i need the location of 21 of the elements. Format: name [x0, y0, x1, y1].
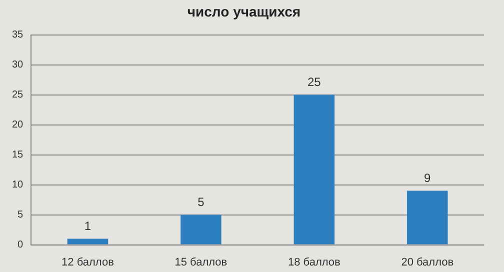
- y-tick-label: 0: [18, 240, 24, 251]
- bar: [180, 214, 222, 244]
- y-tick-label: 35: [12, 30, 24, 41]
- data-label: 9: [424, 171, 432, 186]
- data-label: 25: [307, 75, 322, 90]
- y-tick-label: 20: [12, 120, 24, 131]
- bar: [407, 190, 448, 244]
- y-tick-label: 25: [12, 90, 24, 101]
- y-tick-label: 30: [12, 60, 24, 71]
- x-tick-label: 15 баллов: [174, 256, 228, 268]
- data-label: 1: [84, 219, 92, 234]
- bar: [294, 94, 335, 244]
- chart-title: число учащихся: [187, 3, 301, 20]
- x-tick-label: 18 баллов: [288, 256, 341, 268]
- x-tick-label: 12 баллов: [62, 256, 114, 268]
- y-tick-label: 10: [12, 180, 24, 191]
- x-tick-label: 20 баллов: [401, 256, 454, 268]
- data-label: 5: [198, 195, 205, 210]
- y-tick-label: 15: [12, 150, 24, 161]
- bar: [67, 238, 108, 244]
- y-tick-label: 5: [18, 210, 24, 221]
